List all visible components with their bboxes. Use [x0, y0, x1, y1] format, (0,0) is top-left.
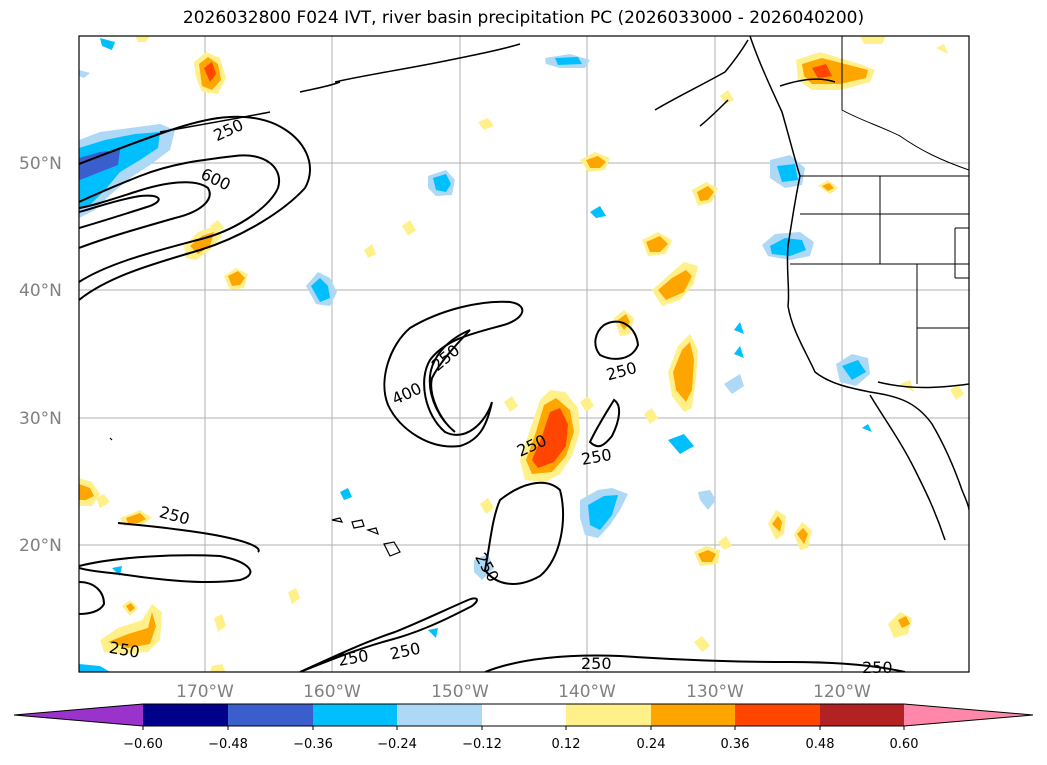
ivt-contours — [79, 115, 906, 672]
colorbar-tick-label: 0.36 — [721, 737, 750, 752]
contour-label-13: 250 — [581, 654, 612, 673]
gridlines — [79, 36, 969, 672]
colorbar-tick-label: 0.12 — [552, 737, 581, 752]
islands — [109, 437, 401, 557]
colorbar-segment — [228, 704, 313, 726]
lon-label-140w: 140°W — [558, 682, 616, 702]
colorbar-segment — [735, 704, 820, 726]
colorbar-segment — [313, 704, 397, 726]
map-frame — [78, 35, 970, 673]
colorbar-extend-low — [14, 704, 143, 726]
lon-label-170w: 170°W — [176, 682, 234, 702]
colorbar-extend-high — [904, 704, 1033, 726]
colorbar-tick-label: −0.48 — [208, 737, 248, 752]
lat-label-40n: 40°N — [19, 281, 62, 301]
longitude-labels: 170°W 160°W 150°W 140°W 130°W 120°W — [176, 682, 871, 702]
contour-label-14: 250 — [862, 658, 893, 677]
lon-label-150w: 150°W — [431, 682, 489, 702]
colorbar-segment — [143, 704, 228, 726]
contour-labels: 250 600 250 400 250 250 250 250 250 250 … — [108, 115, 893, 677]
colorbar-tick-label: −0.60 — [123, 737, 163, 752]
colorbar-tick-label: 0.48 — [806, 737, 835, 752]
colorbar-segment — [566, 704, 651, 726]
colorbar: −0.60 −0.48 −0.36 −0.24 −0.12 0.12 0.24 … — [13, 703, 1034, 752]
colorbar-segment — [651, 704, 735, 726]
political-borders — [790, 36, 969, 384]
negative-anomaly-areas — [79, 38, 872, 672]
map-area — [79, 36, 969, 672]
positive-anomaly-areas — [79, 36, 964, 672]
colorbar-segment — [820, 704, 904, 726]
lon-label-120w: 120°W — [813, 682, 871, 702]
latitude-labels: 50°N 40°N 30°N 20°N — [19, 154, 62, 556]
lon-label-160w: 160°W — [303, 682, 361, 702]
coastlines — [159, 36, 969, 541]
colorbar-tick-label: −0.36 — [293, 737, 333, 752]
map-title: 2026032800 F024 IVT, river basin precipi… — [182, 8, 865, 28]
colorbar-segment — [482, 704, 566, 726]
colorbar-tick-label: 0.60 — [890, 737, 919, 752]
colorbar-tick-label: 0.24 — [637, 737, 666, 752]
lon-label-130w: 130°W — [686, 682, 744, 702]
colorbar-tick-label: −0.24 — [377, 737, 417, 752]
lat-label-30n: 30°N — [19, 409, 62, 429]
colorbar-segment — [397, 704, 482, 726]
lat-label-50n: 50°N — [19, 154, 62, 174]
lat-label-20n: 20°N — [19, 536, 62, 556]
colorbar-tick-label: −0.12 — [462, 737, 502, 752]
